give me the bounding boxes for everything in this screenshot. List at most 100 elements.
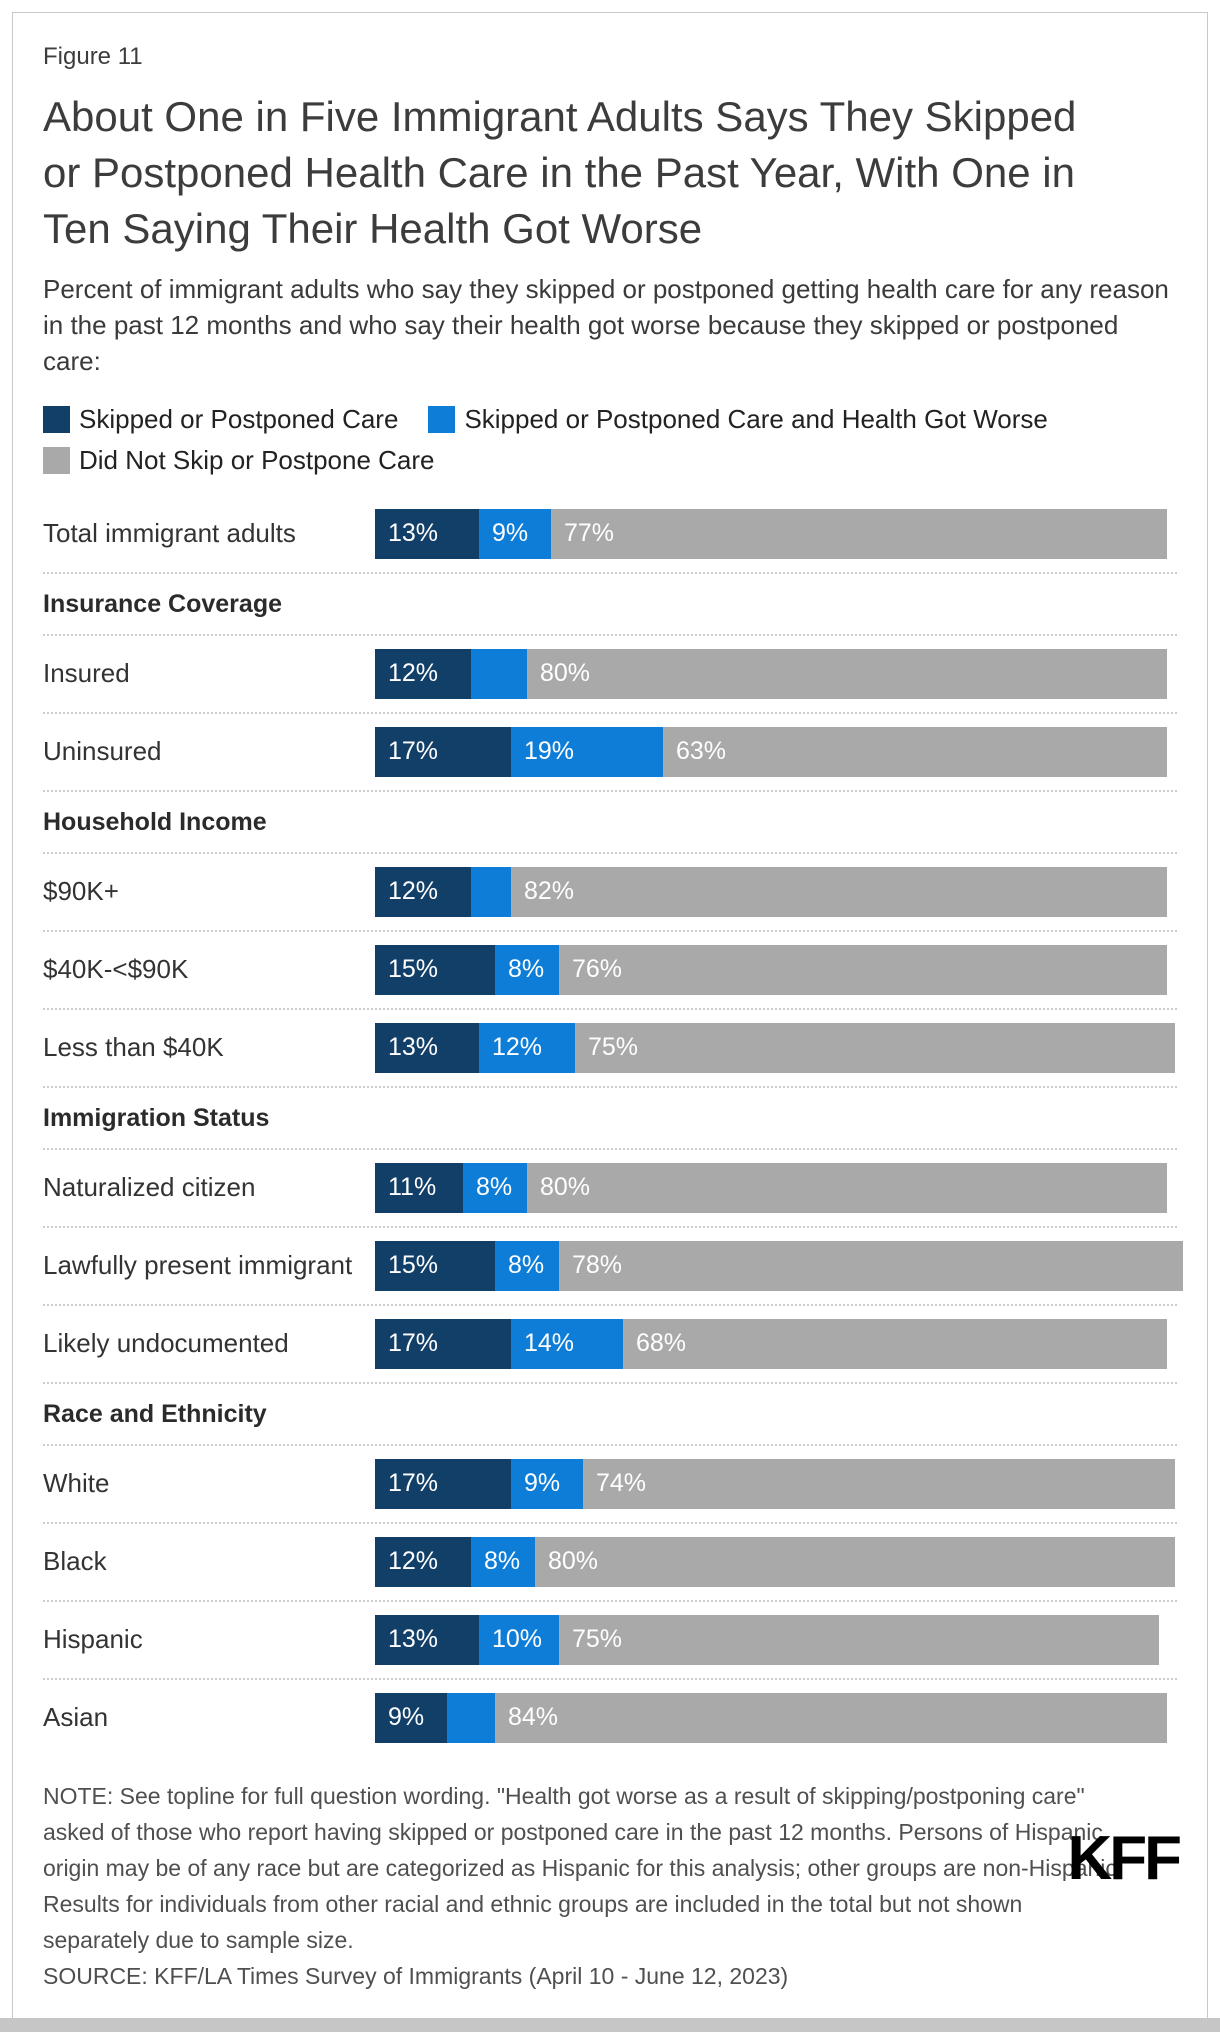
section-header: Household Income <box>43 792 1177 854</box>
row-label: Total immigrant adults <box>43 518 296 549</box>
bar-segment-did-not-skip: 80% <box>527 1162 1167 1213</box>
bar-segment-skipped: 15% <box>375 944 495 995</box>
bar-segment-skipped-health-worse: 9% <box>479 508 551 559</box>
bar-segment-did-not-skip: 74% <box>583 1458 1175 1509</box>
legend-label: Did Not Skip or Postpone Care <box>79 444 435 475</box>
bar-segment-did-not-skip: 78% <box>559 1240 1183 1291</box>
bar-segment-did-not-skip: 80% <box>527 648 1167 699</box>
row-label: Less than $40K <box>43 1032 224 1063</box>
notes-area: NOTE: See topline for full question word… <box>43 1778 1182 1994</box>
kff-logo: KFF <box>1067 1823 1182 1893</box>
bar-segment-skipped: 12% <box>375 648 471 699</box>
bar-value-label: 74% <box>596 1469 647 1498</box>
chart-row: $40K-<$90K 15% 8% 76% <box>43 932 1177 1010</box>
bar-value-label: 82% <box>524 877 575 906</box>
stacked-bar: 13% 9% 77% <box>375 508 1167 559</box>
stacked-bar: 9% 84% <box>375 1692 1167 1743</box>
chart-row: Total immigrant adults 13% 9% 77% <box>43 496 1177 574</box>
chart-source: SOURCE: KFF/LA Times Survey of Immigrant… <box>43 1962 789 1989</box>
bar-segment-skipped: 13% <box>375 508 479 559</box>
bar-value-label: 80% <box>548 1547 599 1576</box>
bar-value-label: 9% <box>524 1469 561 1498</box>
stacked-bar: 17% 9% 74% <box>375 1458 1175 1509</box>
bar-segment-skipped-health-worse: 8% <box>471 1536 535 1587</box>
bar-value-label: 17% <box>388 1469 439 1498</box>
bar-value-label: 8% <box>484 1547 521 1576</box>
bar-value-label: 9% <box>388 1703 425 1732</box>
row-label: Hispanic <box>43 1624 143 1655</box>
bar-value-label: 14% <box>524 1329 575 1358</box>
chart-subtitle: Percent of immigrant adults who say they… <box>43 273 1169 377</box>
chart-row: $90K+ 12% 82% <box>43 854 1177 932</box>
chart-title: About One in Five Immigrant Adults Says … <box>43 93 1077 252</box>
bar-segment-skipped-health-worse: 12% <box>479 1022 575 1073</box>
bar-segment-did-not-skip: 75% <box>559 1614 1159 1665</box>
chart-row: White 17% 9% 74% <box>43 1446 1177 1524</box>
stacked-bar: 12% 8% 80% <box>375 1536 1175 1587</box>
bar-value-label: 80% <box>540 1173 591 1202</box>
chart-row: Lawfully present immigrant 15% 8% 78% <box>43 1228 1183 1306</box>
bar-segment-skipped: 11% <box>375 1162 463 1213</box>
bar-value-label: 63% <box>676 737 727 766</box>
bar-value-label: 12% <box>388 659 439 688</box>
chart-row: Asian 9% 84% <box>43 1680 1177 1756</box>
bar-segment-skipped: 12% <box>375 1536 471 1587</box>
stacked-bar: 15% 8% 76% <box>375 944 1167 995</box>
bar-value-label: 8% <box>508 955 545 984</box>
row-label: Asian <box>43 1702 109 1733</box>
figure-label: Figure 11 <box>43 43 143 70</box>
bar-segment-did-not-skip: 77% <box>551 508 1167 559</box>
chart-card: Figure 11 About One in Five Immigrant Ad… <box>12 12 1208 2020</box>
bar-segment-skipped-health-worse: 8% <box>463 1162 527 1213</box>
bar-segment-skipped-health-worse <box>447 1692 495 1743</box>
bar-segment-skipped: 17% <box>375 726 511 777</box>
bar-segment-skipped-health-worse: 8% <box>495 1240 559 1291</box>
row-label: Naturalized citizen <box>43 1172 256 1203</box>
bar-segment-skipped-health-worse <box>471 648 527 699</box>
bar-value-label: 76% <box>572 955 623 984</box>
bar-segment-did-not-skip: 80% <box>535 1536 1175 1587</box>
bar-segment-skipped-health-worse: 19% <box>511 726 663 777</box>
bar-segment-skipped: 12% <box>375 866 471 917</box>
bar-value-label: 68% <box>636 1329 687 1358</box>
legend-item: Did Not Skip or Postpone Care <box>43 445 435 476</box>
bar-segment-did-not-skip: 84% <box>495 1692 1167 1743</box>
bar-segment-did-not-skip: 82% <box>511 866 1167 917</box>
stacked-bar: 17% 14% 68% <box>375 1318 1167 1369</box>
bar-value-label: 9% <box>492 519 529 548</box>
stacked-bar: 17% 19% 63% <box>375 726 1167 777</box>
bar-value-label: 8% <box>508 1251 545 1280</box>
bar-segment-skipped: 13% <box>375 1614 479 1665</box>
bar-segment-skipped: 17% <box>375 1318 511 1369</box>
row-label: Uninsured <box>43 736 162 767</box>
bar-value-label: 78% <box>572 1251 623 1280</box>
bar-value-label: 13% <box>388 519 439 548</box>
bar-value-label: 12% <box>388 877 439 906</box>
section-header: Immigration Status <box>43 1088 1177 1150</box>
bar-segment-skipped: 9% <box>375 1692 447 1743</box>
bar-value-label: 17% <box>388 737 439 766</box>
bar-segment-skipped: 13% <box>375 1022 479 1073</box>
chart-legend: Skipped or Postponed Care Skipped or Post… <box>43 404 1177 476</box>
row-label: Lawfully present immigrant <box>43 1250 353 1281</box>
bar-segment-skipped: 15% <box>375 1240 495 1291</box>
bar-segment-skipped-health-worse: 9% <box>511 1458 583 1509</box>
chart-row: Hispanic 13% 10% 75% <box>43 1602 1177 1680</box>
stacked-bar: 15% 8% 78% <box>375 1240 1183 1291</box>
bar-segment-skipped-health-worse: 10% <box>479 1614 559 1665</box>
bar-value-label: 15% <box>388 955 439 984</box>
bar-value-label: 75% <box>572 1625 623 1654</box>
bar-value-label: 11% <box>388 1173 437 1202</box>
bar-segment-skipped-health-worse <box>471 866 511 917</box>
chart: Total immigrant adults 13% 9% 77% Insurance … <box>43 496 1183 1756</box>
legend-label: Skipped or Postponed Care <box>79 403 399 434</box>
bar-segment-did-not-skip: 75% <box>575 1022 1175 1073</box>
bottom-embed-bar <box>0 2018 1220 2032</box>
bar-value-label: 13% <box>388 1625 439 1654</box>
row-label: $90K+ <box>43 876 119 907</box>
stacked-bar: 12% 82% <box>375 866 1167 917</box>
row-label: Black <box>43 1546 107 1577</box>
chart-row: Uninsured 17% 19% 63% <box>43 714 1177 792</box>
chart-row: Black 12% 8% 80% <box>43 1524 1177 1602</box>
bar-segment-skipped: 17% <box>375 1458 511 1509</box>
